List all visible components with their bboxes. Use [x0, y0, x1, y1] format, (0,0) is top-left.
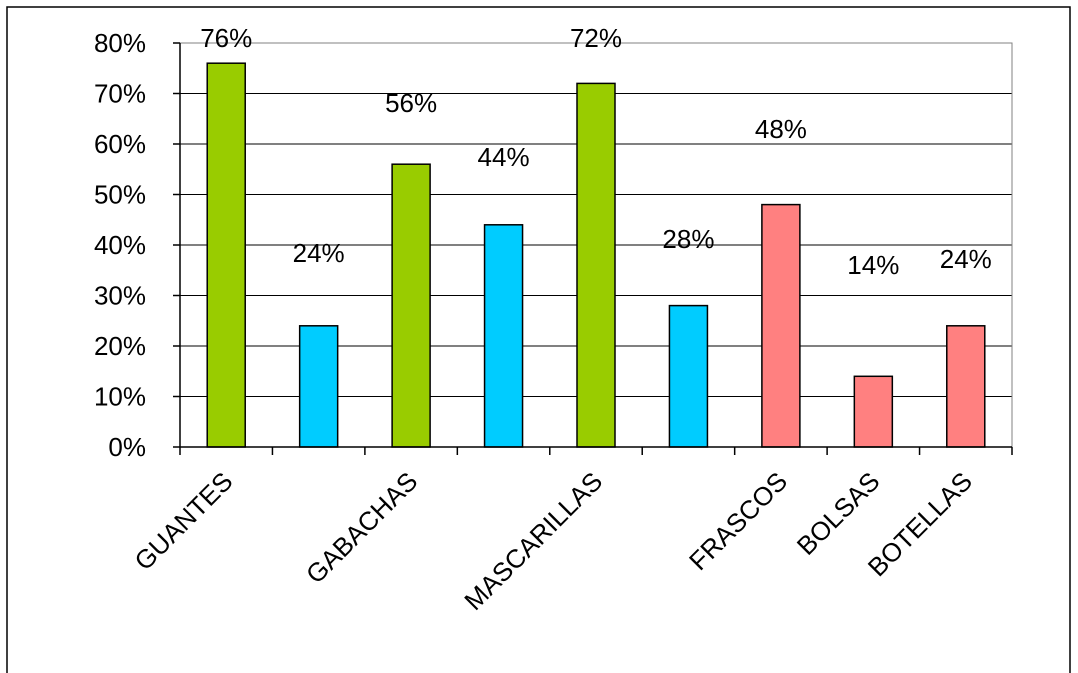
bar-8: [946, 325, 986, 448]
y-tick-label-1: 10%: [94, 382, 146, 412]
axes: [173, 42, 1013, 455]
data-label-3: 44%: [478, 142, 530, 172]
data-label-8: 24%: [940, 244, 992, 274]
bar-3: [483, 224, 524, 448]
chart-border: [6, 6, 1071, 673]
y-tick-label-0: 0%: [108, 432, 146, 462]
data-labels: 76% 24% 56% 44% 72% 28% 48% 14% 24%: [200, 23, 992, 280]
bars: [206, 62, 986, 448]
data-label-1: 24%: [293, 238, 345, 268]
y-tick-label-4: 40%: [94, 230, 146, 260]
bar-6: [761, 203, 801, 448]
bar-1: [298, 325, 339, 448]
bar-5: [668, 304, 709, 448]
data-label-0: 76%: [200, 23, 252, 53]
y-tick-labels: 0% 10% 20% 30% 40% 50% 60% 70% 80%: [94, 28, 146, 462]
data-label-7: 14%: [847, 250, 899, 280]
data-label-6: 48%: [755, 114, 807, 144]
y-tick-label-3: 30%: [94, 281, 146, 311]
bar-0: [206, 62, 246, 448]
y-tick-label-8: 80%: [94, 28, 146, 58]
data-label-4: 72%: [570, 23, 622, 53]
bar-2: [391, 163, 431, 448]
data-label-5: 28%: [662, 224, 714, 254]
y-tick-label-2: 20%: [94, 331, 146, 361]
bar-7: [853, 375, 894, 448]
data-label-2: 56%: [385, 88, 437, 118]
y-tick-label-5: 50%: [94, 180, 146, 210]
y-tick-label-6: 60%: [94, 129, 146, 159]
y-tick-label-7: 70%: [94, 79, 146, 109]
bar-4: [576, 82, 616, 448]
